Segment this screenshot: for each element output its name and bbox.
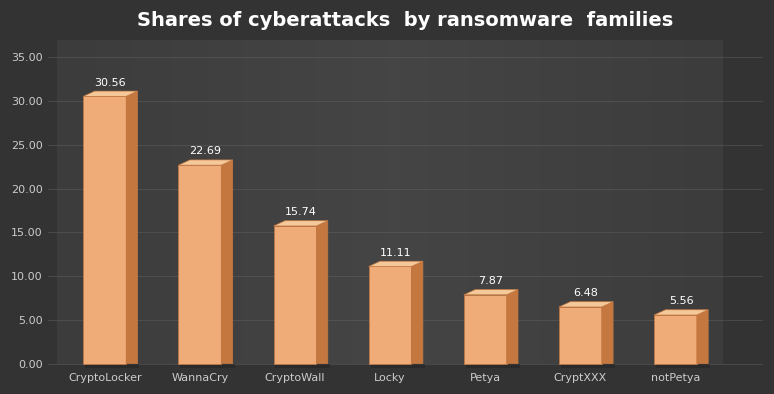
Polygon shape (179, 160, 233, 165)
Polygon shape (412, 261, 423, 364)
Polygon shape (179, 165, 221, 364)
Polygon shape (656, 364, 710, 368)
Polygon shape (559, 302, 613, 307)
Polygon shape (180, 364, 235, 368)
Polygon shape (371, 364, 425, 368)
Polygon shape (368, 266, 412, 364)
Polygon shape (276, 364, 330, 368)
Polygon shape (85, 364, 139, 368)
Polygon shape (559, 307, 601, 364)
Polygon shape (368, 261, 423, 266)
Polygon shape (601, 302, 613, 364)
Title: Shares of cyberattacks  by ransomware  families: Shares of cyberattacks by ransomware fam… (137, 11, 673, 30)
Polygon shape (561, 364, 615, 368)
Polygon shape (84, 91, 138, 97)
Polygon shape (507, 290, 518, 364)
Text: 30.56: 30.56 (94, 78, 126, 87)
Polygon shape (84, 97, 126, 364)
Polygon shape (317, 221, 328, 364)
Text: 11.11: 11.11 (380, 248, 412, 258)
Polygon shape (464, 290, 518, 295)
Polygon shape (466, 364, 520, 368)
Polygon shape (273, 226, 317, 364)
Text: 15.74: 15.74 (285, 207, 317, 217)
Polygon shape (697, 310, 708, 364)
Text: 22.69: 22.69 (190, 147, 221, 156)
Text: 5.56: 5.56 (669, 296, 694, 306)
Polygon shape (654, 315, 697, 364)
Text: 7.87: 7.87 (478, 276, 503, 286)
Polygon shape (126, 91, 138, 364)
Polygon shape (221, 160, 233, 364)
Polygon shape (654, 310, 708, 315)
Polygon shape (273, 221, 328, 226)
Text: 6.48: 6.48 (574, 288, 598, 298)
Polygon shape (464, 295, 507, 364)
